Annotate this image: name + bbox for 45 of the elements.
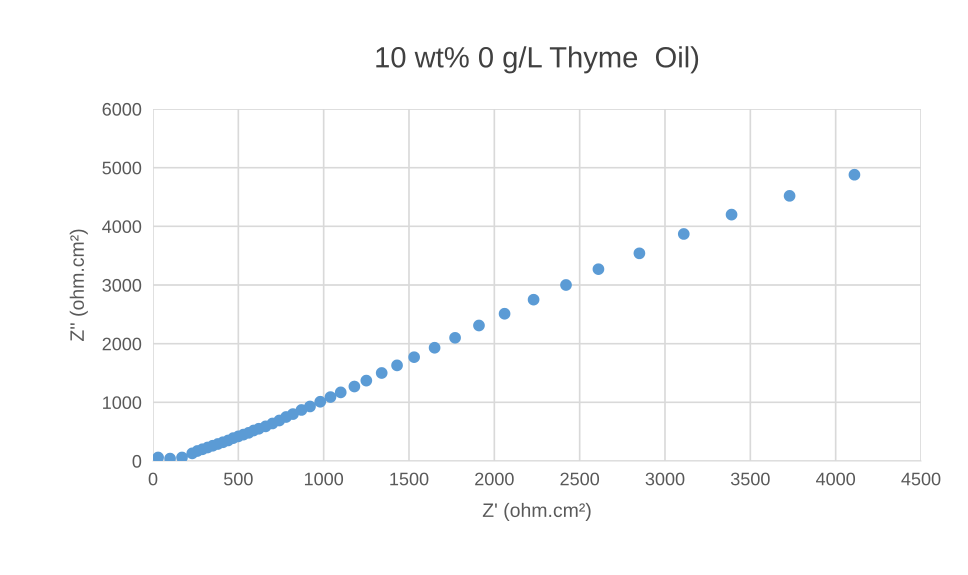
point xyxy=(634,247,646,260)
point xyxy=(304,400,316,412)
point xyxy=(176,452,188,461)
x-tick-label: 2500 xyxy=(560,472,600,486)
chart-title: 10 wt% 0 g/L Thyme Oil) xyxy=(376,46,698,74)
y-tick-label: 1000 xyxy=(103,396,142,410)
point xyxy=(726,208,738,220)
point xyxy=(360,374,372,386)
point xyxy=(498,308,510,320)
y-axis-title: Z'' (ohm.cm²) xyxy=(70,230,88,342)
point xyxy=(678,228,690,240)
point xyxy=(592,263,604,276)
y-tick-label: 5000 xyxy=(102,162,142,174)
point xyxy=(528,294,540,306)
point xyxy=(449,332,461,344)
point xyxy=(324,391,336,403)
point xyxy=(153,452,164,461)
x-tick-label: 0 xyxy=(148,472,158,486)
y-tick-label: 6000 xyxy=(102,102,142,116)
x-tick-label: 4500 xyxy=(901,472,940,486)
point xyxy=(428,342,440,354)
point xyxy=(784,190,796,202)
point xyxy=(376,367,388,379)
point xyxy=(473,320,485,332)
point xyxy=(408,351,420,364)
y-tick-label: 2000 xyxy=(102,338,142,350)
x-tick-label: 500 xyxy=(224,472,253,486)
point xyxy=(848,168,860,181)
x-tick-label: 3500 xyxy=(730,472,770,486)
point xyxy=(314,396,326,408)
y-tick-label: 4000 xyxy=(102,220,142,234)
y-tick-label: 3000 xyxy=(102,278,142,292)
x-tick-label: 3000 xyxy=(646,472,684,486)
point xyxy=(287,408,299,420)
point xyxy=(560,279,572,291)
y-tick-label: 0 xyxy=(132,454,142,468)
x-tick-label: 2000 xyxy=(475,472,514,486)
point xyxy=(348,380,360,392)
x-tick-label: 1000 xyxy=(304,472,344,486)
point xyxy=(296,404,308,416)
point xyxy=(334,386,347,398)
x-axis-title: Z' (ohm.cm²) xyxy=(482,502,591,521)
point xyxy=(391,360,403,372)
x-tick-label: 1500 xyxy=(390,472,428,486)
x-tick-label: 4000 xyxy=(816,472,856,486)
